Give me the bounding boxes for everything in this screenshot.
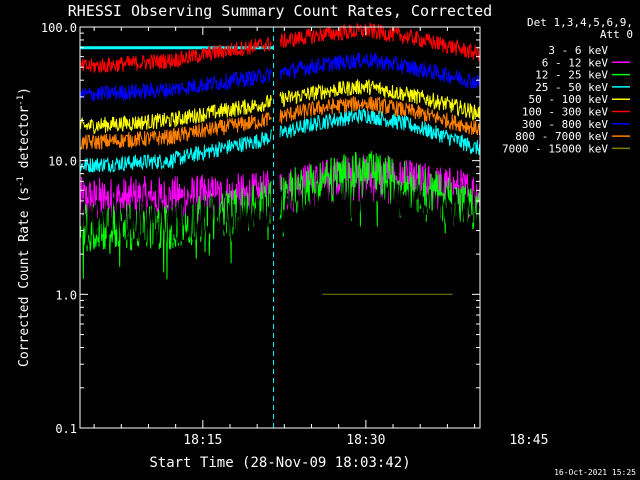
legend-label-8: 7000 - 15000 keV <box>502 142 608 155</box>
plot-data <box>79 22 481 295</box>
legend-label-6: 300 - 800 keV <box>522 118 608 131</box>
y-tick-label-1: 1.0 <box>55 288 77 302</box>
series-line-3 <box>79 107 481 174</box>
legend-label-1: 6 - 12 keV <box>542 56 609 69</box>
series-line-0 <box>79 177 481 246</box>
chart-title: RHESSI Observing Summary Count Rates, Co… <box>68 2 492 20</box>
legend-label-0: 3 - 6 keV <box>548 44 608 57</box>
y-tick-label-2: 10.0 <box>48 155 77 169</box>
legend-label-5: 100 - 300 keV <box>522 106 608 119</box>
series-line-7 <box>79 96 481 150</box>
y-axis-label: Corrected Count Rate (s-1 detector-1) <box>16 87 32 367</box>
legend-label-7: 800 - 7000 keV <box>515 130 608 143</box>
x-tick-label-1: 18:30 <box>346 433 385 448</box>
x-tick-label-0: 18:15 <box>183 433 222 448</box>
plot-axes: 0.11.010.0100.018:1518:3018:4519:0019:15… <box>41 21 549 448</box>
legend-label-4: 50 - 100 keV <box>529 93 609 106</box>
legend-label-2: 12 - 25 keV <box>535 69 608 82</box>
timestamp: 16-Oct-2021 15:25 <box>554 468 636 477</box>
series-line-4 <box>79 79 481 135</box>
legend-header-line2: Att 0 <box>600 28 633 41</box>
legend-header-line1: Det 1,3,4,5,6,9, <box>527 16 633 29</box>
x-axis-label: Start Time (28-Nov-09 18:03:42) <box>149 455 410 471</box>
series-line-6 <box>79 52 481 102</box>
legend-label-3: 25 - 50 keV <box>535 81 608 94</box>
series-line-5 <box>79 22 481 73</box>
plot-frame <box>79 26 481 429</box>
x-tick-label-2: 18:45 <box>509 433 548 448</box>
y-tick-label-0: 0.1 <box>55 422 77 436</box>
y-tick-label-3: 100.0 <box>41 21 77 35</box>
